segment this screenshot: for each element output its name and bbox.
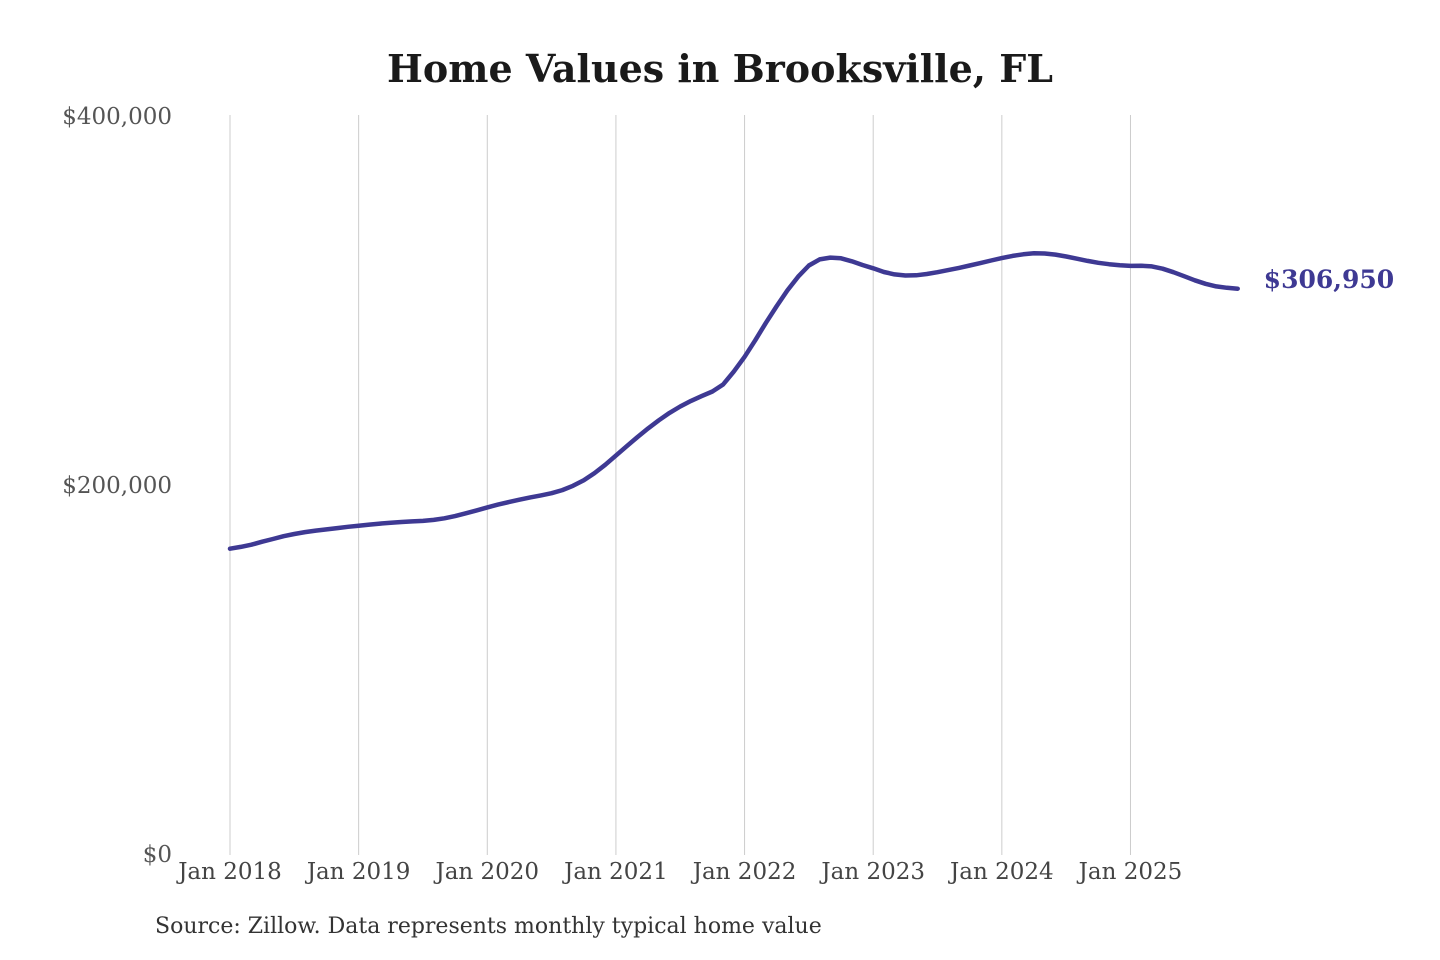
y-tick-label: $0: [142, 842, 172, 868]
x-tick-label: Jan 2024: [950, 859, 1054, 885]
x-tick-label: Jan 2021: [564, 859, 668, 885]
value-line: [227, 251, 1240, 551]
x-tick-label: Jan 2018: [178, 859, 282, 885]
x-tick-label: Jan 2025: [1078, 859, 1183, 885]
x-tick-label: Jan 2023: [821, 859, 925, 885]
source-note: Source: Zillow. Data represents monthly …: [155, 914, 822, 939]
chart-title: Home Values in Brooksville, FL: [387, 46, 1053, 91]
y-tick-label: $200,000: [62, 473, 172, 499]
y-tick-label: $400,000: [62, 104, 172, 130]
x-tick-label: Jan 2020: [435, 859, 540, 885]
x-tick-label: Jan 2022: [692, 859, 797, 885]
latest-value-label: $306,950: [1263, 264, 1395, 294]
x-tick-label: Jan 2019: [306, 859, 411, 885]
